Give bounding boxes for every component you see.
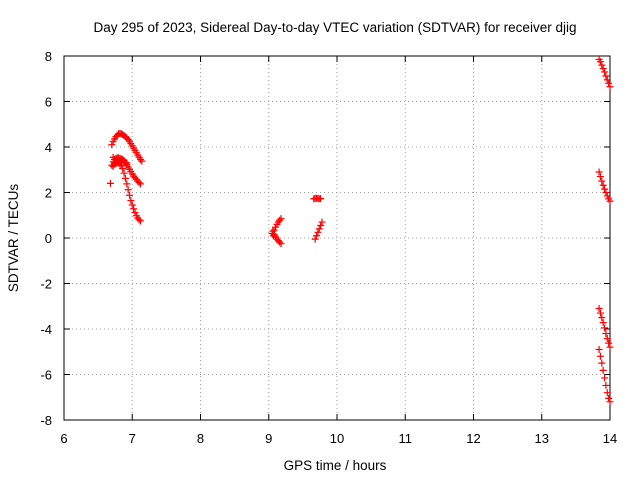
data-point bbox=[595, 345, 603, 353]
data-point bbox=[106, 179, 114, 187]
data-point bbox=[602, 72, 610, 80]
x-tick-label: 10 bbox=[330, 431, 344, 446]
data-point bbox=[606, 197, 614, 205]
y-tick-label: 8 bbox=[45, 49, 52, 64]
data-point bbox=[311, 235, 319, 243]
y-tick-label: -6 bbox=[40, 368, 52, 383]
data-point bbox=[596, 58, 604, 66]
data-points bbox=[106, 55, 614, 406]
data-point bbox=[602, 189, 610, 196]
y-tick-label: 4 bbox=[45, 140, 52, 155]
grid-lines bbox=[64, 56, 610, 420]
data-point bbox=[120, 169, 128, 177]
data-point bbox=[605, 339, 613, 347]
data-point bbox=[602, 381, 610, 389]
data-point bbox=[136, 180, 144, 188]
data-point bbox=[606, 343, 614, 351]
data-point bbox=[136, 156, 144, 164]
data-point bbox=[599, 366, 607, 374]
data-point bbox=[119, 165, 127, 173]
data-point bbox=[598, 177, 606, 185]
data-point bbox=[601, 185, 609, 193]
data-point bbox=[603, 335, 611, 343]
data-point bbox=[108, 141, 116, 149]
data-point bbox=[116, 160, 124, 168]
y-tick-label: -8 bbox=[40, 413, 52, 428]
data-point bbox=[138, 157, 146, 165]
data-point bbox=[598, 61, 606, 69]
data-point bbox=[595, 168, 603, 176]
data-point bbox=[603, 76, 611, 84]
x-tick-label: 7 bbox=[129, 431, 136, 446]
y-tick-label: -4 bbox=[40, 322, 52, 337]
data-point bbox=[605, 394, 613, 402]
data-point bbox=[121, 174, 129, 182]
data-point bbox=[596, 173, 604, 181]
data-point bbox=[598, 314, 606, 322]
x-tick-label: 6 bbox=[60, 431, 67, 446]
data-point bbox=[277, 240, 285, 248]
data-point bbox=[313, 232, 321, 240]
data-point bbox=[126, 191, 134, 199]
x-tick-label: 13 bbox=[535, 431, 549, 446]
chart-title: Day 295 of 2023, Sidereal Day-to-day VTE… bbox=[94, 20, 577, 35]
data-point bbox=[270, 232, 278, 240]
data-point bbox=[131, 209, 139, 217]
data-point bbox=[128, 201, 136, 209]
data-point bbox=[603, 389, 611, 397]
data-point bbox=[601, 68, 609, 76]
data-point bbox=[130, 205, 138, 213]
data-point bbox=[596, 352, 604, 360]
data-point bbox=[603, 192, 611, 200]
data-point bbox=[135, 216, 143, 224]
data-point bbox=[595, 305, 603, 313]
y-tick-label: 2 bbox=[45, 186, 52, 201]
x-tick-label: 8 bbox=[197, 431, 204, 446]
data-point bbox=[598, 359, 606, 367]
data-point bbox=[315, 225, 323, 233]
data-point bbox=[314, 228, 322, 236]
y-tick-label: 6 bbox=[45, 95, 52, 110]
data-point bbox=[318, 218, 326, 226]
data-point bbox=[602, 330, 610, 338]
data-point bbox=[135, 178, 143, 186]
data-point bbox=[596, 309, 604, 317]
data-point bbox=[606, 398, 614, 406]
data-point bbox=[136, 217, 144, 225]
y-axis-label: SDTVAR / TECUs bbox=[6, 184, 21, 293]
y-tick-label: -2 bbox=[40, 277, 52, 292]
data-point bbox=[599, 319, 607, 327]
data-point bbox=[317, 195, 325, 203]
data-point bbox=[605, 79, 613, 87]
axis-ticks bbox=[63, 55, 611, 421]
data-point bbox=[599, 65, 607, 73]
data-point bbox=[606, 83, 614, 91]
data-point bbox=[277, 215, 285, 223]
x-tick-labels: 6 7 8 9 10 11 12 13 14 bbox=[60, 431, 617, 446]
x-axis-label: GPS time / hours bbox=[284, 458, 387, 473]
y-tick-labels: -8 -6 -4 -2 0 2 4 6 8 bbox=[40, 49, 52, 428]
y-tick-label: 0 bbox=[45, 231, 52, 246]
data-point bbox=[123, 159, 131, 167]
x-tick-label: 12 bbox=[466, 431, 480, 446]
x-tick-label: 9 bbox=[265, 431, 272, 446]
data-point bbox=[127, 196, 135, 204]
data-point bbox=[601, 324, 609, 332]
data-point bbox=[123, 180, 131, 188]
x-tick-label: 14 bbox=[603, 431, 617, 446]
data-point bbox=[276, 238, 284, 246]
data-point bbox=[599, 181, 607, 189]
data-point bbox=[124, 186, 132, 194]
data-point bbox=[601, 374, 609, 382]
data-point bbox=[276, 216, 284, 224]
x-tick-label: 11 bbox=[399, 431, 413, 446]
data-point bbox=[317, 221, 325, 229]
